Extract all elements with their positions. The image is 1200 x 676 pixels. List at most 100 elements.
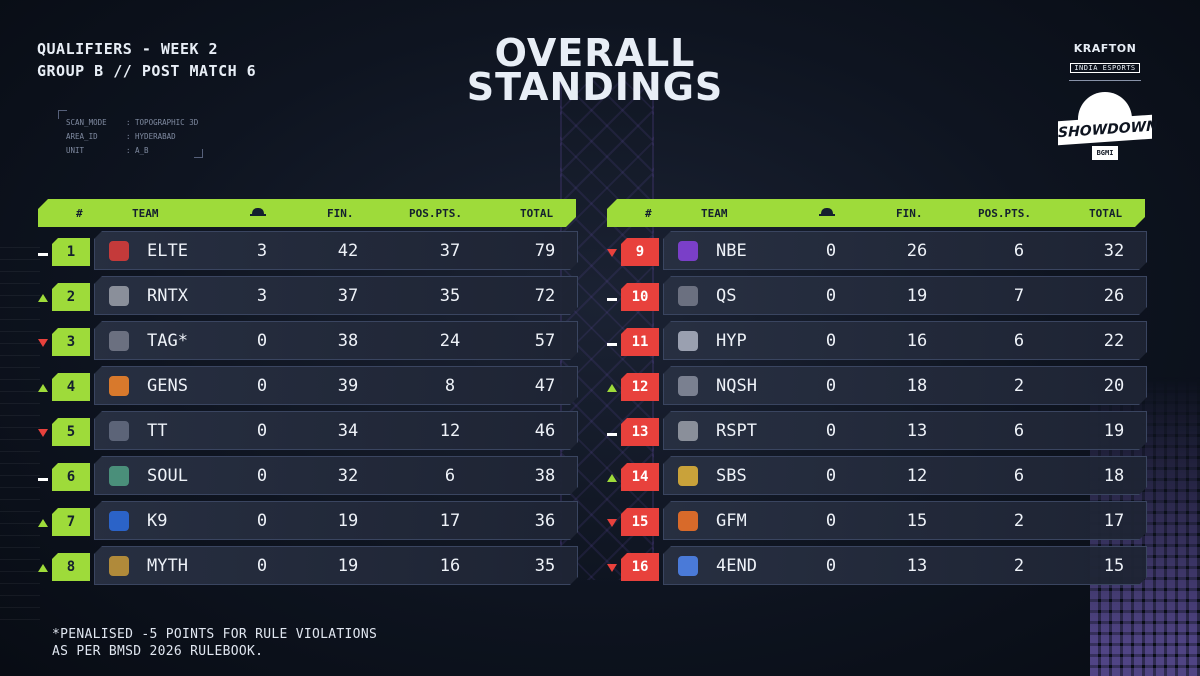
team-logo-icon [678, 556, 698, 576]
scan-key: UNIT [66, 146, 85, 155]
rank-badge: 14 [621, 463, 659, 491]
rank-badge: 8 [52, 553, 90, 581]
team-total: 15 [1103, 556, 1125, 576]
table-row: 14 SBS 0 12 6 18 [607, 452, 1145, 497]
team-name: ELTE [147, 241, 188, 261]
team-elims: 0 [256, 556, 268, 576]
rank-badge: 4 [52, 373, 90, 401]
team-pos-pts: 17 [439, 511, 461, 531]
team-elims: 0 [256, 511, 268, 531]
table-row: 2 RNTX 3 37 35 72 [38, 272, 576, 317]
rank-change-same-icon [38, 478, 48, 481]
team-fin: 19 [906, 286, 928, 306]
rank-change-down-icon [607, 519, 617, 527]
table-header: # TEAM FIN. POS.PTS. TOTAL [607, 199, 1145, 227]
rank-change-down-icon [607, 564, 617, 572]
team-pos-pts: 24 [439, 331, 461, 351]
team-name: K9 [147, 511, 168, 531]
scan-row: SCAN_MODE: TOPOGRAPHIC 3D [66, 116, 203, 130]
krafton-logo: KRAFTON INDIA ESPORTS [1055, 42, 1155, 87]
scan-key: SCAN_MODE [66, 118, 107, 127]
team-elims: 0 [256, 331, 268, 351]
team-elims: 0 [825, 421, 837, 441]
team-bar: 4END 0 13 2 15 [663, 546, 1147, 585]
team-fin: 34 [337, 421, 359, 441]
table-row: 16 4END 0 13 2 15 [607, 542, 1145, 587]
rank-change-up-icon [607, 474, 617, 482]
team-name: 4END [716, 556, 757, 576]
team-pos-pts: 7 [1013, 286, 1025, 306]
team-bar: ELTE 3 42 37 79 [94, 231, 578, 270]
team-name: NBE [716, 241, 747, 261]
team-logo-icon [678, 376, 698, 396]
team-name: GFM [716, 511, 747, 531]
team-logo-icon [109, 466, 129, 486]
team-pos-pts: 6 [444, 466, 456, 486]
table-row: 15 GFM 0 15 2 17 [607, 497, 1145, 542]
team-bar: K9 0 19 17 36 [94, 501, 578, 540]
rank-badge: 1 [52, 238, 90, 266]
scan-key: AREA_ID [66, 132, 98, 141]
rank-change-up-icon [38, 384, 48, 392]
event-week: QUALIFIERS - WEEK 2 [37, 40, 219, 58]
team-logo-icon [109, 511, 129, 531]
team-logo-icon [109, 376, 129, 396]
scan-value: : HYDERABAD [126, 132, 176, 141]
team-name: TT [147, 421, 168, 441]
scan-value: : A_B [126, 146, 149, 155]
team-bar: GENS 0 39 8 47 [94, 366, 578, 405]
team-pos-pts: 12 [439, 421, 461, 441]
team-fin: 26 [906, 241, 928, 261]
rank-change-down-icon [38, 339, 48, 347]
team-elims: 0 [825, 376, 837, 396]
rank-badge: 3 [52, 328, 90, 356]
team-bar: TT 0 34 12 46 [94, 411, 578, 450]
rank-change-same-icon [607, 343, 617, 346]
rank-badge: 10 [621, 283, 659, 311]
team-pos-pts: 35 [439, 286, 461, 306]
team-total: 18 [1103, 466, 1125, 486]
team-name: RSPT [716, 421, 757, 441]
event-info: QUALIFIERS - WEEK 2 GROUP B // POST MATC… [37, 38, 256, 82]
team-pos-pts: 37 [439, 241, 461, 261]
background-grid-lines [0, 240, 40, 620]
table-row: 9 NBE 0 26 6 32 [607, 227, 1145, 272]
team-elims: 0 [825, 286, 837, 306]
team-pos-pts: 6 [1013, 241, 1025, 261]
brand-name: KRAFTON [1073, 42, 1137, 55]
event-group: GROUP B // POST MATCH 6 [37, 62, 257, 80]
team-logo-icon [678, 286, 698, 306]
scan-row: AREA_ID : HYDERABAD [66, 130, 203, 144]
team-fin: 16 [906, 331, 928, 351]
team-logo-icon [678, 331, 698, 351]
table-row: 8 MYTH 0 19 16 35 [38, 542, 576, 587]
badge-band: SHOWDOWN [1058, 114, 1158, 146]
rank-badge: 9 [621, 238, 659, 266]
team-name: HYP [716, 331, 747, 351]
rank-change-up-icon [38, 564, 48, 572]
team-elims: 0 [825, 241, 837, 261]
team-pos-pts: 2 [1013, 376, 1025, 396]
rank-change-same-icon [38, 253, 48, 256]
team-elims: 0 [825, 466, 837, 486]
chicken-icon [819, 205, 835, 218]
standings-table-left: # TEAM FIN. POS.PTS. TOTAL 1 ELTE 3 42 37 79 2… [38, 199, 576, 587]
table-row: 6 SOUL 0 32 6 38 [38, 452, 576, 497]
team-bar: NBE 0 26 6 32 [663, 231, 1147, 270]
table-row: 1 ELTE 3 42 37 79 [38, 227, 576, 272]
team-logo-icon [678, 511, 698, 531]
team-logo-icon [109, 286, 129, 306]
badge-text: SHOWDOWN [1058, 118, 1158, 142]
team-pos-pts: 6 [1013, 331, 1025, 351]
team-total: 79 [534, 241, 556, 261]
team-bar: RSPT 0 13 6 19 [663, 411, 1147, 450]
team-logo-icon [678, 421, 698, 441]
team-name: SBS [716, 466, 747, 486]
team-bar: GFM 0 15 2 17 [663, 501, 1147, 540]
team-elims: 0 [825, 556, 837, 576]
col-total: TOTAL [520, 207, 554, 220]
table-row: 5 TT 0 34 12 46 [38, 407, 576, 452]
title-line-1: OVERALL [494, 31, 696, 75]
col-fin: FIN. [327, 207, 354, 220]
title-line-2: STANDINGS [466, 65, 724, 109]
